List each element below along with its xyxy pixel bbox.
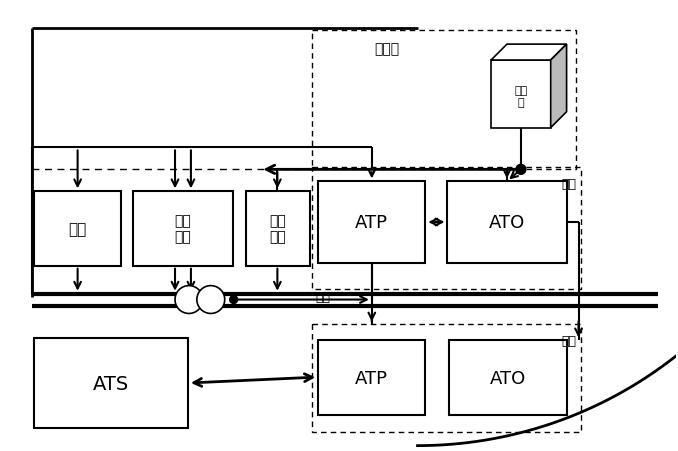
Text: 常用
制动: 常用 制动 — [175, 214, 191, 244]
Polygon shape — [175, 286, 203, 314]
Polygon shape — [491, 45, 567, 61]
Polygon shape — [197, 286, 224, 314]
Bar — [134, 192, 233, 266]
Text: ATO: ATO — [490, 369, 526, 387]
Text: 牵引: 牵引 — [68, 221, 87, 236]
Text: ATP: ATP — [355, 369, 388, 387]
Circle shape — [516, 165, 526, 175]
Circle shape — [230, 296, 237, 304]
Text: 控制
台: 控制 台 — [514, 86, 527, 107]
Bar — [318, 182, 426, 263]
Text: ATO: ATO — [489, 213, 525, 231]
Bar — [34, 192, 121, 266]
Text: 速度: 速度 — [315, 290, 330, 304]
Bar — [447, 182, 567, 263]
Bar — [34, 339, 188, 428]
Bar — [491, 61, 551, 129]
Text: 驾驶室: 驾驶室 — [375, 42, 400, 56]
Text: 紧急
制动: 紧急 制动 — [269, 214, 286, 244]
Bar — [312, 31, 576, 170]
Text: ATS: ATS — [93, 374, 129, 393]
Text: ATP: ATP — [355, 213, 388, 231]
Bar — [318, 341, 426, 415]
Bar — [312, 325, 580, 432]
Bar — [312, 168, 580, 289]
Bar — [450, 341, 567, 415]
Text: 地面: 地面 — [561, 335, 576, 348]
Polygon shape — [551, 45, 567, 129]
Text: 车载: 车载 — [561, 178, 576, 191]
Bar — [245, 192, 310, 266]
